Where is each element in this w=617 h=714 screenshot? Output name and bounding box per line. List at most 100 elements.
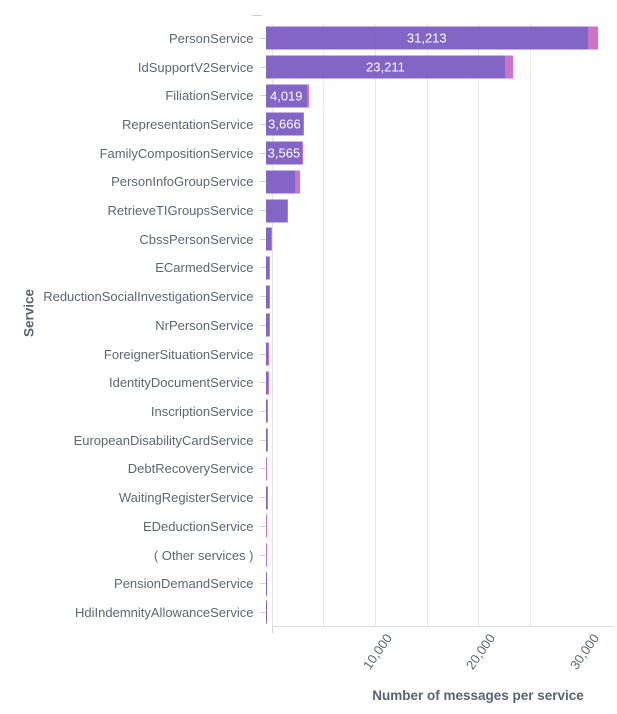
bar-segment-primary[interactable] [265,371,268,395]
y-tick [259,468,266,470]
bar-segment-primary[interactable] [265,428,268,452]
bar-row: HdiIndemnityAllowanceService [0,598,617,627]
bar-segment-secondary[interactable] [295,170,301,194]
bar-row: ( Other services ) [0,541,617,570]
y-tick [259,123,266,125]
bar-segment-secondary[interactable] [505,55,513,79]
category-label: IdentityDocumentService [108,375,254,391]
bar-row: DebtRecoveryService [0,455,617,484]
bar-segment-primary[interactable]: 3,666 [265,112,304,136]
bar-segment-primary[interactable] [265,514,267,538]
bar-row: EuropeanDisabilityCardService [0,426,617,455]
bar-track: 3,666 [265,110,617,139]
bar[interactable] [265,371,269,395]
bar[interactable]: 3,666 [265,112,305,136]
bar-value-label: 3,666 [268,116,301,132]
bar-track: 3,565 [265,139,617,168]
bar[interactable] [265,199,288,223]
bar-segment-primary[interactable] [265,227,271,251]
y-tick [259,410,266,412]
bar[interactable] [265,313,269,337]
bar-segment-primary[interactable]: 3,565 [265,141,303,165]
bar-segment-primary[interactable] [265,313,269,337]
x-axis-title: Number of messages per service [372,688,584,703]
bar-segment-primary[interactable] [265,457,267,481]
bar-row: PersonInfoGroupService [0,168,617,197]
bar-segment-primary[interactable] [265,342,268,366]
bar-row: ReductionSocialInvestigationService [0,282,617,311]
bar-segment-primary[interactable]: 4,019 [265,84,308,108]
bar-track: 23,211 [265,53,617,82]
category-label: IdSupportV2Service [137,59,254,75]
bar-track: 31,213 [265,24,617,53]
category-label: HdiIndemnityAllowanceService [75,604,254,620]
bar[interactable] [265,170,301,194]
bar-segment-primary[interactable]: 23,211 [265,55,506,79]
y-tick [259,37,266,39]
y-tick [259,238,266,240]
y-tick [259,439,266,441]
bar-segment-secondary[interactable] [302,141,304,165]
bar-row: EDeductionService [0,512,617,541]
bar[interactable]: 23,211 [265,55,513,79]
bar-row: FamilyCompositionService 3,565 [0,139,617,168]
category-label: FiliationService [165,88,254,104]
bar-segment-primary[interactable] [265,170,296,194]
bar-segment-primary[interactable] [265,399,268,423]
bar[interactable] [265,428,268,452]
y-tick [259,181,266,183]
y-tick [259,95,266,97]
bar-track [265,598,617,627]
bar-rows: PersonService 31,213 IdSupportV2Service 23,… [0,24,617,627]
bar-row: PensionDemandService [0,569,617,598]
bar-segment-primary[interactable]: 31,213 [265,26,589,50]
bar[interactable] [265,399,268,423]
bar[interactable] [265,543,267,567]
y-tick [259,267,266,269]
bar-segment-secondary[interactable] [307,84,309,108]
bar-track [265,397,617,426]
bar-segment-primary[interactable] [265,199,287,223]
bar-segment-primary[interactable] [265,486,267,510]
y-tick [259,353,266,355]
category-label: FamilyCompositionService [99,145,254,161]
bar[interactable] [265,256,269,280]
bar-segment-primary[interactable] [265,256,269,280]
bar-segment-secondary[interactable] [303,112,305,136]
bar[interactable] [265,486,267,510]
bar[interactable] [265,342,268,366]
bar-value-label: 3,565 [267,145,301,161]
bar[interactable] [265,227,272,251]
bar-track [265,196,617,225]
bar[interactable] [265,514,267,538]
category-label: PersonService [168,30,254,46]
bar-segment-secondary[interactable] [588,26,598,50]
y-tick [259,66,266,68]
bar-row: RetrieveTIGroupsService [0,196,617,225]
bar-track [265,483,617,512]
y-tick [259,324,266,326]
bar-row: NrPersonService [0,311,617,340]
bar-row: CbssPersonService [0,225,617,254]
bar-track [265,512,617,541]
category-label: PersonInfoGroupService [111,174,254,190]
bar-row: RepresentationService 3,666 [0,110,617,139]
bar-track [265,282,617,311]
bar[interactable] [265,457,267,481]
category-label: RetrieveTIGroupsService [107,203,254,219]
category-label: EuropeanDisabilityCardService [73,432,254,448]
bar[interactable]: 3,565 [265,141,304,165]
category-label: ( Other services ) [153,547,254,563]
bar-segment-secondary[interactable] [286,199,288,223]
bar-track [265,569,617,598]
category-label: CbssPersonService [139,231,254,247]
bar[interactable]: 31,213 [265,26,598,50]
bar-row: IdentityDocumentService [0,368,617,397]
bar-segment-primary[interactable] [265,285,269,309]
bar-track [265,455,617,484]
category-label: ForeignerSituationService [103,346,254,362]
y-tick [259,210,266,212]
bar[interactable] [265,285,270,309]
bar[interactable]: 4,019 [265,84,309,108]
